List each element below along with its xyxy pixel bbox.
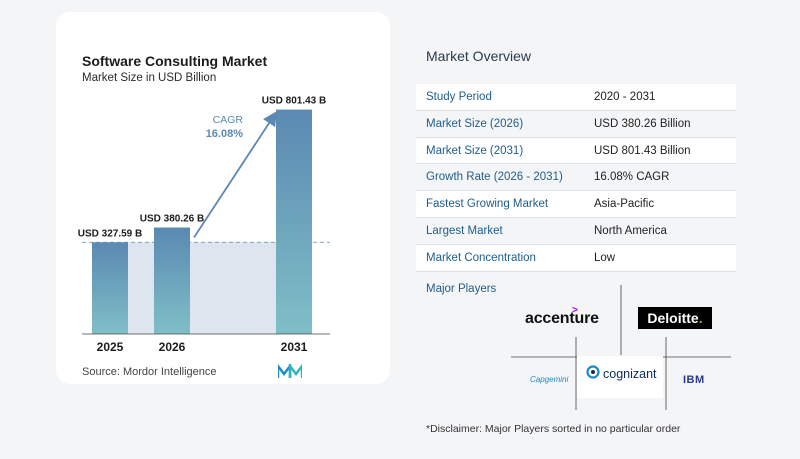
overview-row-value: 2020 - 2031 [594,91,656,103]
cognizant-icon [586,365,600,379]
chart-title: Software Consulting Market [82,53,268,69]
deloitte-dot-icon: . [698,310,703,326]
overview-row-label: Market Size (2031) [426,144,524,157]
chart-subtitle: Market Size in USD Billion [82,72,217,84]
bar [276,109,312,334]
bar [92,242,128,334]
overview-row-label: Market Size (2026) [426,117,524,130]
bar-value-label: USD 327.59 B [78,228,142,239]
overview-row-label: Largest Market [426,224,503,237]
source-text: Source: Mordor Intelligence [82,366,217,378]
bar [154,227,190,334]
overview-row: Study Period 2020 - 2031 [416,84,736,111]
overview-row: Growth Rate (2026 - 2031) 16.08% CAGR [416,164,736,192]
overview-row-label: Study Period [426,91,492,103]
overview-row-label: Growth Rate (2026 - 2031) [426,171,563,184]
capgemini-logo: Capgemini [530,375,569,384]
overview-row-value: Low [594,251,616,264]
overview-row: Market Size (2031) USD 801.43 Billion [416,137,736,165]
overview-row-label: Market Concentration [426,251,536,264]
mordor-intelligence-logo-icon [278,364,302,378]
accenture-logo: accenture [525,310,599,327]
market-overview-table: Study Period 2020 - 2031 Market Size (2026… [416,84,736,272]
bar-value-label: USD 801.43 B [262,96,326,107]
overview-row-value: USD 380.26 Billion [594,117,691,130]
bar-value-label: USD 380.26 B [140,214,204,225]
disclaimer-text: *Disclaimer: Major Players sorted in no … [426,423,681,435]
overview-row: Market Concentration Low [416,244,736,272]
deloitte-logo-text: Deloitte [647,310,699,326]
overview-row: Market Size (2026) USD 380.26 Billion [416,110,736,138]
cagr-arrow [193,111,277,239]
players-grid-lines [511,285,731,410]
deloitte-logo: Deloitte. [638,307,712,329]
overview-row-label: Fastest Growing Market [426,198,549,211]
bar-chart: USD 327.59 B 2025 USD 380.26 B 2026 USD 801.… [78,96,330,354]
overview-row: Fastest Growing Market Asia-Pacific [416,191,736,218]
baseline-band [92,242,312,334]
cognizant-logo: cognizant [603,367,657,381]
overview-row-value: 16.08% CAGR [594,171,670,184]
cagr-value: 16.08% [206,128,244,140]
x-tick-label: 2031 [281,340,308,354]
cagr-label: CAGR [213,114,244,126]
x-tick-label: 2025 [97,340,124,354]
major-players-title: Major Players [426,283,497,295]
overview-row-value: North America [594,224,667,237]
overview-row-value: USD 801.43 Billion [594,144,691,157]
ibm-logo: IBM [683,374,705,386]
market-overview-title: Market Overview [426,48,532,64]
accenture-mark-icon: > [572,305,578,316]
x-tick-label: 2026 [159,340,186,354]
overview-row: Largest Market North America [416,217,736,245]
overview-row-value: Asia-Pacific [594,198,655,211]
